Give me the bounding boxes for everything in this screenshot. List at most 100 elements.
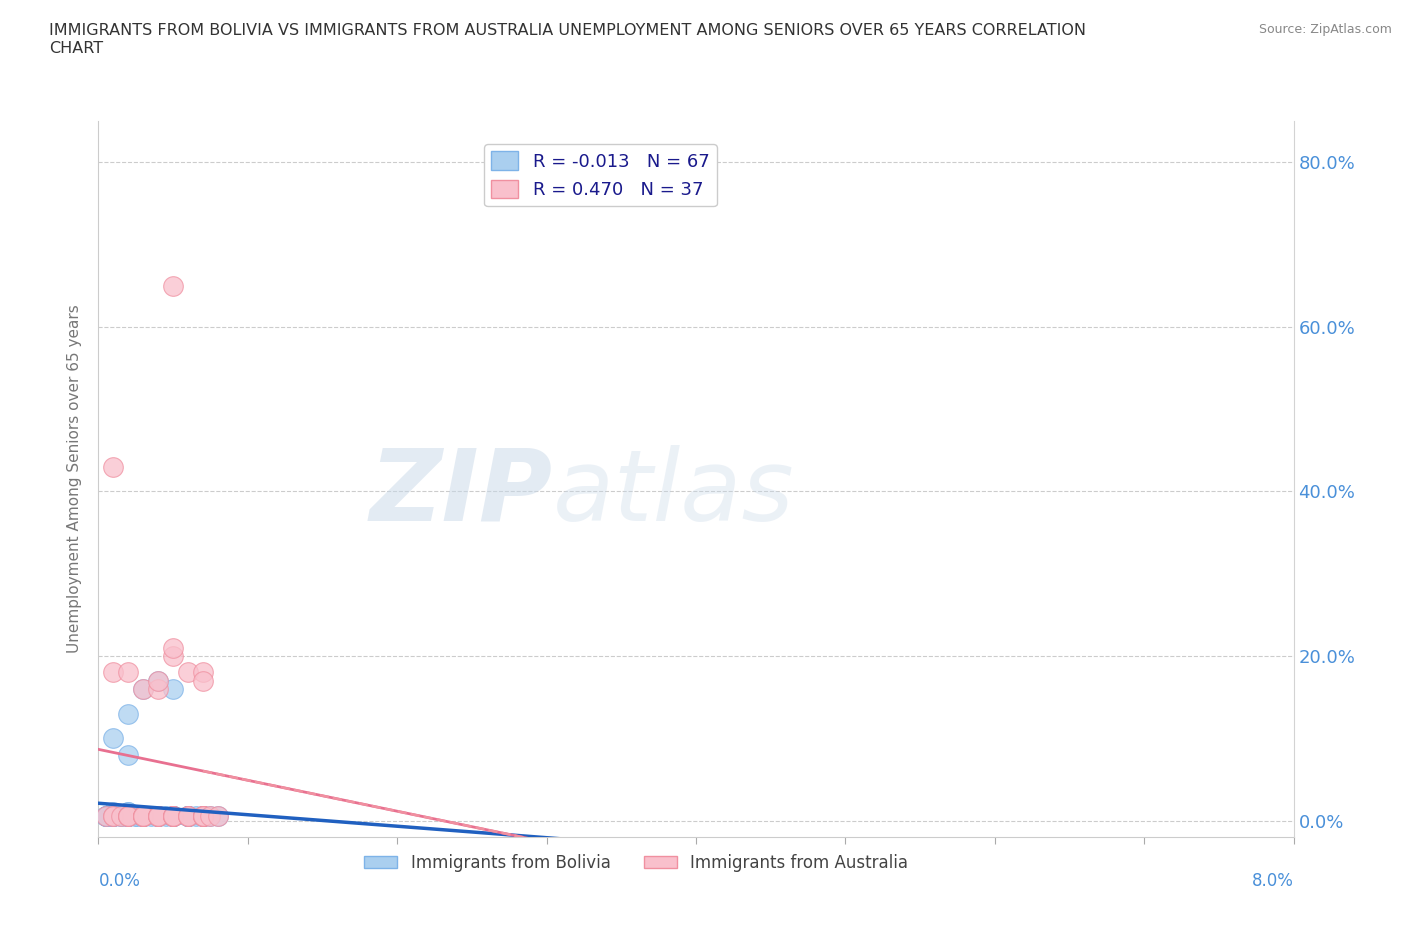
Text: 8.0%: 8.0% — [1251, 871, 1294, 890]
Point — [177, 809, 200, 824]
Point — [117, 809, 139, 824]
Point — [191, 809, 214, 824]
Point — [132, 809, 155, 824]
Point — [117, 809, 139, 824]
Point — [132, 809, 155, 824]
Text: ZIP: ZIP — [370, 445, 553, 542]
Point — [132, 809, 155, 824]
Point — [94, 809, 117, 824]
Point — [177, 809, 200, 824]
Point — [162, 809, 184, 824]
Point — [177, 809, 200, 824]
Point — [191, 673, 214, 688]
Point — [103, 665, 125, 680]
Point — [94, 809, 117, 824]
Point — [103, 731, 125, 746]
Point — [132, 809, 155, 824]
Point — [184, 809, 207, 824]
Point — [117, 809, 139, 824]
Point — [148, 809, 170, 824]
Point — [177, 809, 200, 824]
Point — [117, 809, 139, 824]
Point — [148, 809, 170, 824]
Text: IMMIGRANTS FROM BOLIVIA VS IMMIGRANTS FROM AUSTRALIA UNEMPLOYMENT AMONG SENIORS : IMMIGRANTS FROM BOLIVIA VS IMMIGRANTS FR… — [49, 23, 1087, 56]
Point — [191, 809, 214, 824]
Point — [148, 809, 170, 824]
Point — [103, 809, 125, 824]
Point — [103, 809, 125, 824]
Point — [148, 809, 170, 824]
Point — [162, 640, 184, 655]
Point — [117, 804, 139, 819]
Point — [200, 809, 222, 824]
Point — [132, 809, 155, 824]
Point — [132, 809, 155, 824]
Point — [191, 665, 214, 680]
Point — [162, 278, 184, 293]
Point — [162, 809, 184, 824]
Text: atlas: atlas — [553, 445, 794, 542]
Point — [110, 809, 132, 824]
Point — [177, 809, 200, 824]
Point — [110, 809, 132, 824]
Point — [132, 809, 155, 824]
Point — [162, 809, 184, 824]
Point — [110, 809, 132, 824]
Point — [117, 809, 139, 824]
Point — [207, 809, 229, 824]
Point — [148, 673, 170, 688]
Point — [148, 809, 170, 824]
Point — [177, 809, 200, 824]
Point — [162, 809, 184, 824]
Point — [132, 809, 155, 824]
Point — [177, 809, 200, 824]
Point — [117, 665, 139, 680]
Point — [103, 809, 125, 824]
Point — [191, 809, 214, 824]
Point — [125, 809, 148, 824]
Point — [94, 809, 117, 824]
Point — [132, 682, 155, 697]
Point — [177, 809, 200, 824]
Point — [191, 809, 214, 824]
Point — [162, 682, 184, 697]
Point — [148, 682, 170, 697]
Point — [103, 809, 125, 824]
Point — [103, 804, 125, 819]
Point — [162, 648, 184, 663]
Point — [148, 809, 170, 824]
Point — [132, 809, 155, 824]
Point — [148, 809, 170, 824]
Point — [148, 809, 170, 824]
Point — [177, 809, 200, 824]
Point — [139, 809, 162, 824]
Point — [191, 809, 214, 824]
Point — [177, 809, 200, 824]
Point — [148, 809, 170, 824]
Point — [117, 809, 139, 824]
Point — [162, 809, 184, 824]
Point — [148, 809, 170, 824]
Point — [155, 809, 177, 824]
Y-axis label: Unemployment Among Seniors over 65 years: Unemployment Among Seniors over 65 years — [67, 305, 83, 653]
Point — [117, 747, 139, 762]
Point — [103, 806, 125, 821]
Point — [132, 682, 155, 697]
Point — [103, 809, 125, 824]
Point — [148, 809, 170, 824]
Text: Source: ZipAtlas.com: Source: ZipAtlas.com — [1258, 23, 1392, 36]
Point — [191, 809, 214, 824]
Point — [162, 809, 184, 824]
Point — [132, 809, 155, 824]
Point — [94, 809, 117, 824]
Point — [132, 809, 155, 824]
Point — [117, 804, 139, 819]
Point — [117, 809, 139, 824]
Point — [162, 809, 184, 824]
Point — [191, 809, 214, 824]
Point — [117, 809, 139, 824]
Point — [132, 809, 155, 824]
Point — [200, 809, 222, 824]
Point — [207, 809, 229, 824]
Point — [162, 809, 184, 824]
